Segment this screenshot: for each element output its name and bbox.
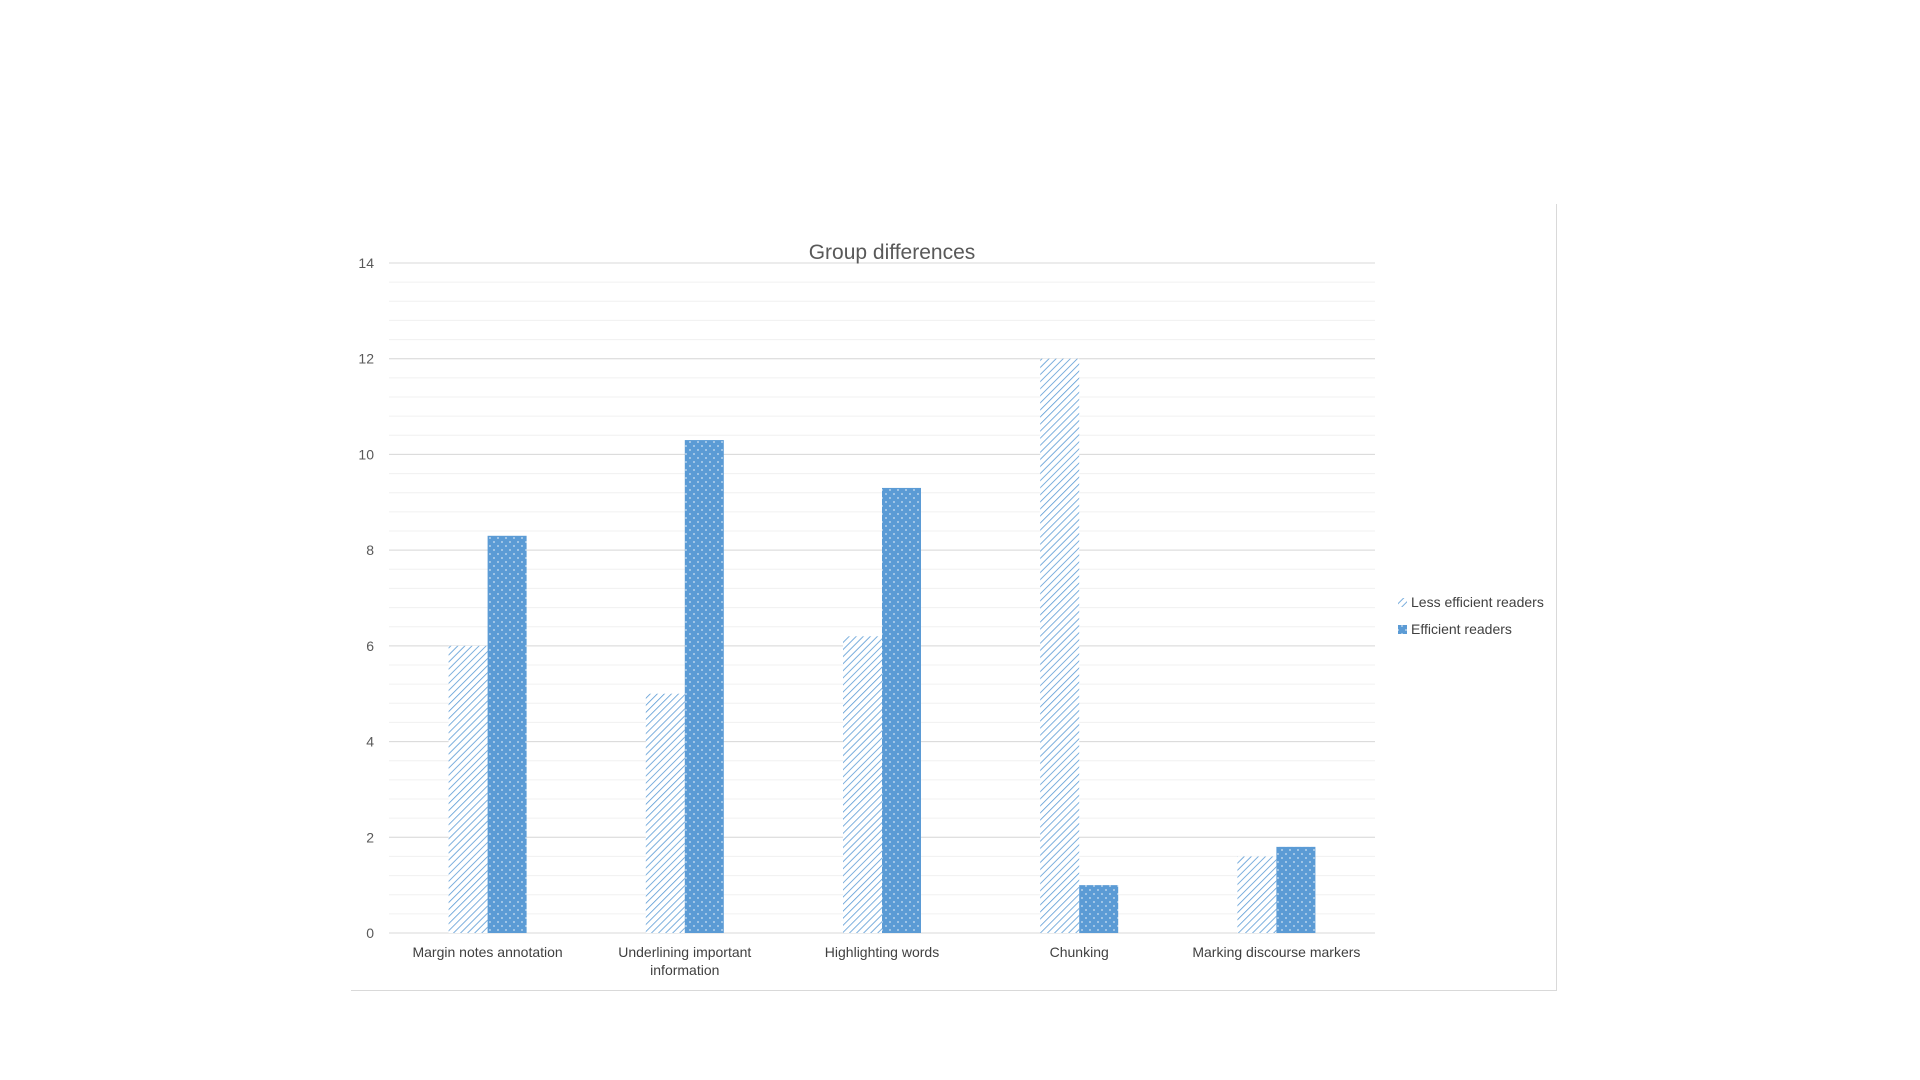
y-tick-label: 12 [358, 351, 374, 367]
y-tick-label: 6 [366, 638, 374, 654]
bars [448, 358, 1316, 933]
legend-swatch [1398, 625, 1407, 634]
bar-less-efficient-1 [645, 693, 685, 933]
legend-label: Less efficient readers [1411, 594, 1544, 610]
bar-efficient-0 [487, 535, 527, 933]
y-tick-label: 2 [366, 829, 374, 845]
bar-less-efficient-0 [448, 645, 488, 933]
x-category-label: Chunking [1050, 944, 1109, 960]
y-tick-label: 0 [366, 925, 374, 941]
y-tick-label: 14 [358, 255, 374, 271]
x-category-label: Highlighting words [825, 944, 939, 960]
bar-efficient-4 [1276, 846, 1316, 933]
bar-efficient-2 [882, 487, 921, 933]
x-category-label: Margin notes annotation [412, 944, 562, 960]
legend-swatch [1398, 598, 1407, 607]
bar-efficient-1 [684, 440, 724, 933]
y-tick-label: 8 [366, 542, 374, 558]
y-tick-label: 10 [358, 446, 374, 462]
y-tick-label: 4 [366, 734, 374, 750]
chart-title: Group differences [809, 241, 976, 264]
legend: Less efficient readers Efficient readers [1398, 594, 1544, 637]
x-category-label: Marking discourse markers [1192, 944, 1360, 960]
x-category-label: Underlining important [618, 944, 751, 960]
bar-efficient-3 [1079, 885, 1119, 933]
chart-area [351, 204, 1557, 991]
bar-less-efficient-3 [1040, 358, 1080, 933]
x-category-label: information [650, 962, 719, 978]
bar-less-efficient-4 [1237, 856, 1277, 933]
legend-label: Efficient readers [1411, 621, 1512, 637]
bar-less-efficient-2 [843, 636, 882, 933]
labels: Margin notes annotation Underlining impor… [412, 944, 1360, 978]
